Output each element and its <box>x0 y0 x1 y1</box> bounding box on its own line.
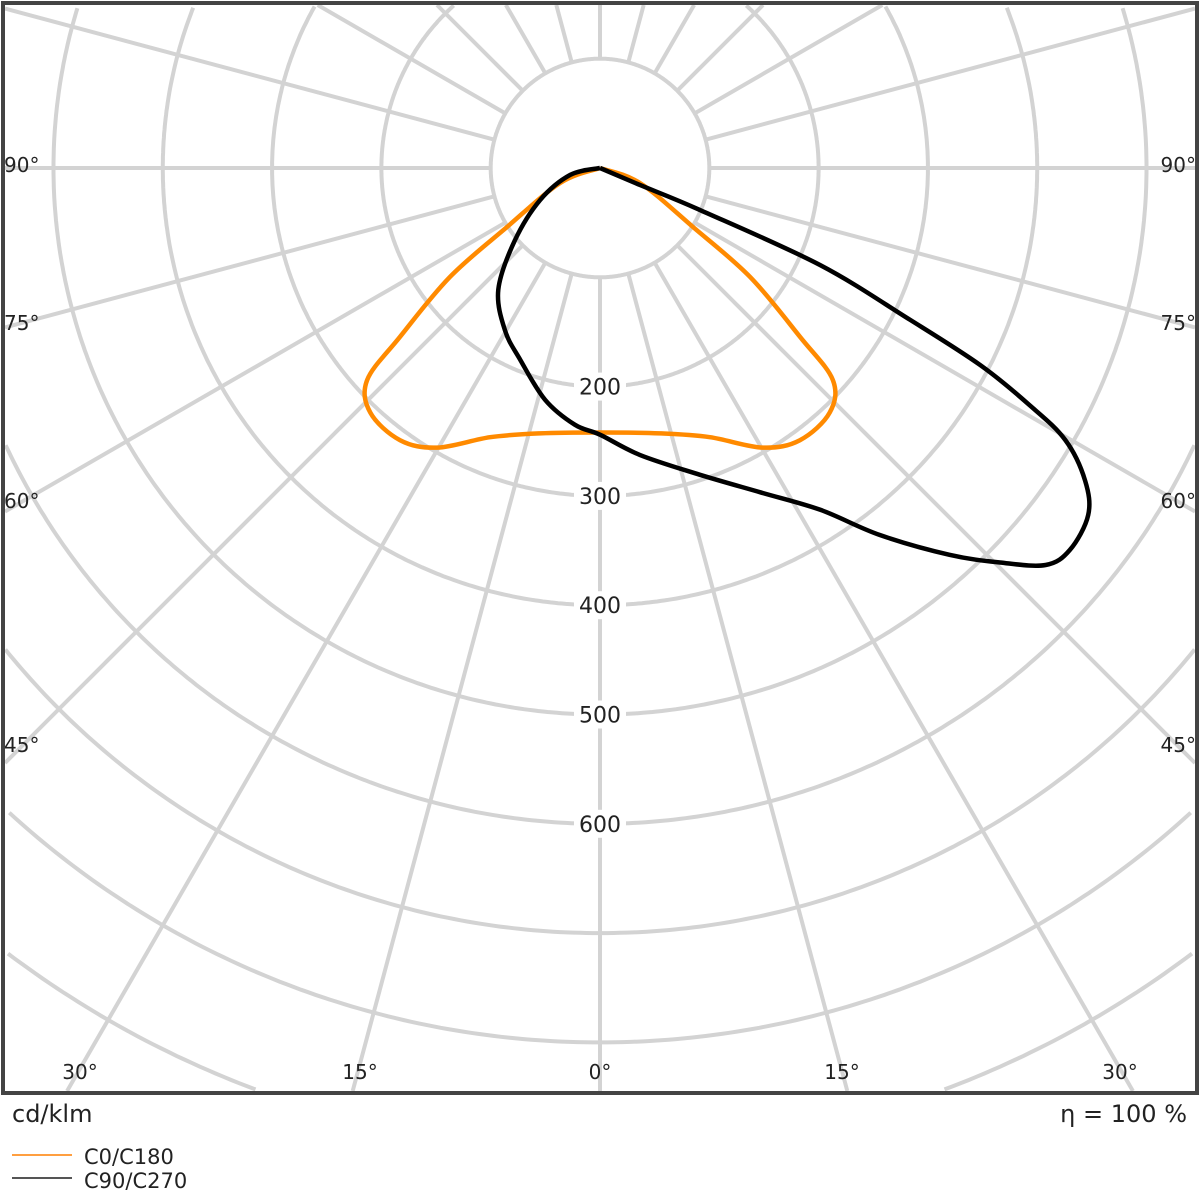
grid-spoke-240 <box>316 3 507 116</box>
grid-spoke-75 <box>705 194 1196 330</box>
efficiency-label: η = 100 % <box>1060 1100 1187 1128</box>
radial-tick-label-500: 500 <box>579 704 621 729</box>
grid-spoke-30 <box>652 261 1135 1092</box>
angle-label-right-75: 75° <box>1161 311 1196 335</box>
grid-spoke-120 <box>693 3 884 116</box>
radial-tick-label-600: 600 <box>579 813 621 838</box>
angle-label-right-60: 60° <box>1161 489 1196 513</box>
angle-label-bottom-3: 15° <box>824 1060 859 1084</box>
grid-spoke-165 <box>626 4 646 63</box>
angle-label-left-45: 45° <box>4 733 39 757</box>
angle-label-bottom-4: 30° <box>1102 1060 1137 1084</box>
grid-spoke-135 <box>675 3 765 93</box>
angle-labels: 90° 90° 75° 75° 60° 60° 45° 45° 30° 15° 0° 15° 30° <box>4 153 1196 1084</box>
grid-ring-600 <box>3 444 1197 826</box>
grid-spoke-285 <box>4 194 495 330</box>
unit-label: cd/klm <box>12 1100 92 1128</box>
grid-spoke-225 <box>435 3 525 93</box>
angle-label-left-90: 90° <box>4 153 39 177</box>
grid-ring-800 <box>7 811 1193 1045</box>
angle-label-right-45: 45° <box>1161 733 1196 757</box>
legend-label-c0-c180: C0/C180 <box>84 1145 174 1169</box>
grid-spoke-60 <box>693 220 1196 514</box>
angle-label-left-60: 60° <box>4 489 39 513</box>
radial-tick-label-400: 400 <box>579 594 621 619</box>
grid-spoke-300 <box>3 220 507 514</box>
angle-label-right-90: 90° <box>1161 153 1196 177</box>
angle-label-bottom-2: 0° <box>589 1060 612 1084</box>
radial-tick-label-300: 300 <box>579 485 621 510</box>
series-line-c90-c270 <box>495 165 1092 568</box>
grid-spoke-195 <box>554 4 574 63</box>
angle-label-bottom-0: 30° <box>62 1060 97 1084</box>
grid-ring-900 <box>6 952 1194 1092</box>
tick-label-bg <box>574 372 626 401</box>
tick-label-bg <box>574 481 626 510</box>
grid-spoke-345 <box>350 273 574 1092</box>
tick-label-bg <box>574 591 626 620</box>
tick-label-bg <box>574 700 626 729</box>
angle-label-left-75: 75° <box>4 311 39 335</box>
grid-spoke-330 <box>65 261 548 1092</box>
grid-spoke-255 <box>4 6 495 142</box>
grid-ring-700 <box>3 648 1197 936</box>
grid-ring-500 <box>51 7 1149 717</box>
grid-ring-200 <box>379 4 821 389</box>
grid-spoke-150 <box>652 4 696 75</box>
tick-label-bg <box>574 809 626 838</box>
grid-spoke-45 <box>675 243 1197 765</box>
radial-tick-label-200: 200 <box>579 376 621 401</box>
polar-grid <box>3 3 1197 1092</box>
curves <box>362 165 1092 568</box>
angle-label-bottom-1: 15° <box>342 1060 377 1084</box>
radial-tick-labels: 200 300 400 500 600 <box>574 372 626 838</box>
grid-spoke-210 <box>504 4 548 75</box>
grid-spoke-315 <box>3 243 525 765</box>
grid-spoke-15 <box>626 273 850 1092</box>
legend: C0/C180 C90/C270 <box>12 1145 187 1193</box>
legend-label-c90-c270: C90/C270 <box>84 1169 187 1193</box>
plot-frame <box>1 1 1199 1095</box>
grid-spoke-105 <box>705 6 1196 142</box>
grid-ring-400 <box>160 7 1040 608</box>
